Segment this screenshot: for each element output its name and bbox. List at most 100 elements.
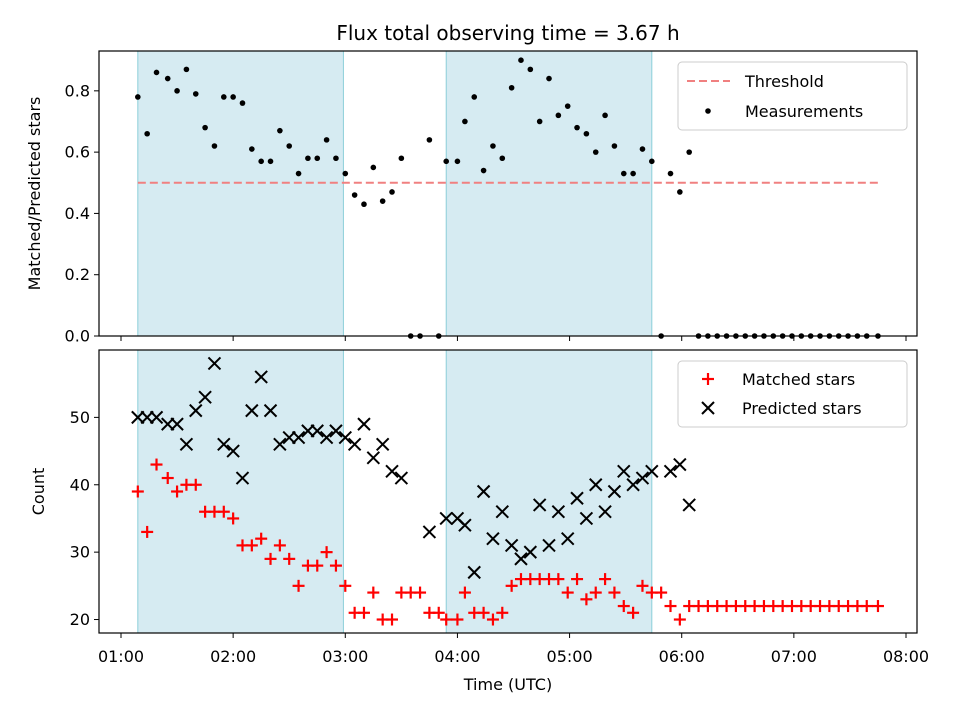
matched-star-point bbox=[141, 525, 154, 538]
measurement-point bbox=[192, 91, 199, 97]
predicted-star-point bbox=[532, 498, 547, 512]
matched-star-point bbox=[227, 512, 240, 525]
top-legend: Threshold Measurements bbox=[677, 61, 908, 131]
measurement-point bbox=[443, 158, 450, 165]
legend-predicted-label: Predicted stars bbox=[742, 399, 862, 418]
matched-stars-points bbox=[131, 458, 884, 626]
matched-star-point bbox=[171, 485, 184, 498]
matched-star-point bbox=[150, 458, 163, 471]
bottom-shade-1 bbox=[445, 349, 653, 634]
top-y-axis: 0.0 0.2 0.4 0.6 0.8 bbox=[65, 81, 99, 346]
bottom-legend: Matched stars Predicted stars bbox=[677, 360, 908, 428]
predicted-star-point bbox=[560, 531, 575, 546]
matched-star-point bbox=[273, 539, 286, 552]
measurement-point bbox=[230, 94, 236, 100]
predicted-star-point bbox=[439, 511, 453, 526]
predicted-star-point bbox=[673, 457, 687, 472]
bottom-ytick-label: 40 bbox=[70, 475, 90, 494]
measurement-points bbox=[135, 57, 881, 339]
matched-star-point bbox=[283, 552, 296, 565]
measurement-point bbox=[314, 155, 321, 162]
matched-star-point bbox=[458, 586, 471, 599]
predicted-star-point bbox=[170, 417, 184, 431]
predicted-star-point bbox=[254, 370, 268, 384]
measurement-point bbox=[370, 164, 377, 171]
matched-star-point bbox=[255, 532, 268, 545]
predicted-star-point bbox=[514, 552, 528, 566]
measurement-point bbox=[480, 167, 487, 174]
measurement-point bbox=[686, 149, 692, 155]
measurement-point bbox=[183, 66, 190, 73]
predicted-star-point bbox=[458, 518, 472, 532]
bottom-y-label: Count bbox=[29, 468, 48, 516]
measurement-point bbox=[499, 155, 506, 162]
measurement-point bbox=[389, 189, 395, 195]
measurement-point bbox=[426, 137, 433, 143]
bottom-shade-0 bbox=[137, 349, 344, 634]
predicted-star-point bbox=[198, 390, 212, 404]
predicted-star-point bbox=[542, 538, 556, 553]
matched-star-point bbox=[414, 586, 427, 599]
predicted-star-point bbox=[375, 437, 390, 452]
bottom-xtick-label: 07:00 bbox=[771, 647, 817, 666]
top-x-ticks bbox=[120, 336, 907, 341]
top-ytick-label: 0.8 bbox=[65, 81, 90, 100]
legend-measurements-label: Measurements bbox=[745, 102, 863, 121]
predicted-star-point bbox=[207, 356, 222, 371]
measurement-point bbox=[574, 124, 580, 131]
matched-star-point bbox=[320, 546, 333, 559]
measurement-point bbox=[518, 57, 524, 63]
measurement-point bbox=[555, 112, 562, 119]
measurement-point bbox=[211, 143, 218, 149]
measurement-point bbox=[379, 198, 386, 204]
matched-star-point bbox=[561, 586, 574, 599]
matched-star-point bbox=[486, 613, 499, 626]
bottom-ytick-label: 30 bbox=[70, 543, 90, 562]
predicted-star-point bbox=[570, 491, 584, 505]
measurement-point bbox=[295, 170, 302, 177]
measurement-point bbox=[164, 75, 171, 82]
matched-star-point bbox=[189, 478, 202, 491]
predicted-star-point bbox=[617, 464, 631, 478]
predicted-star-point bbox=[682, 498, 696, 512]
bottom-x-label: Time (UTC) bbox=[463, 675, 552, 694]
bottom-xtick-label: 06:00 bbox=[659, 647, 705, 666]
measurement-point bbox=[305, 155, 311, 162]
predicted-star-point bbox=[422, 525, 437, 539]
matched-star-point bbox=[367, 586, 380, 599]
matched-star-point bbox=[552, 573, 565, 586]
matched-star-point bbox=[505, 579, 518, 592]
figure-title: Flux total observing time = 3.67 h bbox=[336, 21, 679, 45]
measurement-point bbox=[454, 158, 461, 165]
predicted-stars-points bbox=[131, 356, 696, 580]
measurement-point bbox=[677, 189, 683, 195]
predicted-star-point bbox=[645, 464, 659, 478]
top-ytick-label: 0.2 bbox=[65, 265, 90, 284]
bottom-ytick-label: 50 bbox=[70, 408, 90, 427]
measurement-point bbox=[258, 158, 264, 165]
predicted-star-point bbox=[523, 545, 538, 559]
matched-star-point bbox=[608, 586, 621, 599]
matched-star-point bbox=[432, 606, 445, 619]
matched-star-point bbox=[386, 613, 399, 626]
top-y-label: Matched/Predicted stars bbox=[25, 97, 44, 291]
measurement-point bbox=[351, 192, 358, 198]
predicted-star-point bbox=[607, 484, 622, 499]
top-shade-0 bbox=[137, 50, 344, 337]
measurement-point bbox=[249, 146, 255, 152]
predicted-star-point bbox=[598, 505, 612, 519]
matched-star-point bbox=[664, 600, 677, 613]
predicted-star-point bbox=[291, 430, 306, 445]
predicted-star-point bbox=[394, 471, 409, 485]
bottom-ytick-label: 20 bbox=[70, 610, 90, 629]
bottom-xtick-label: 05:00 bbox=[547, 647, 593, 666]
bottom-xtick-label: 04:00 bbox=[434, 647, 480, 666]
bottom-xtick-label: 03:00 bbox=[322, 647, 368, 666]
measurement-point bbox=[333, 155, 339, 162]
matched-star-point bbox=[311, 559, 324, 572]
predicted-star-point bbox=[347, 437, 362, 452]
legend-measurements-swatch bbox=[705, 108, 711, 114]
bottom-xtick-label: 08:00 bbox=[883, 647, 929, 666]
